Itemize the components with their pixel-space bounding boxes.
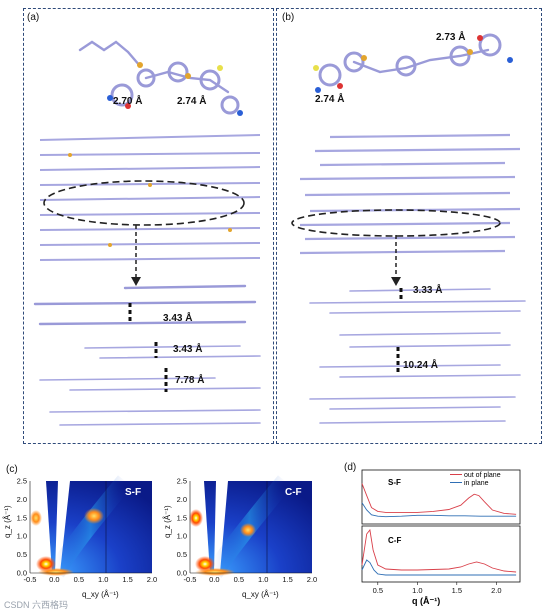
ytick-label: 2.5: [17, 477, 27, 486]
panel-a-crystal-packing: [39, 134, 261, 261]
s-f-xticks: -0.5 0.0 0.5 1.0 1.5 2.0: [24, 575, 158, 584]
panel-b-contact-1: 2.73 Å: [436, 32, 466, 43]
xtick-label: 1.0: [98, 575, 108, 584]
subplot-c-f-frame: [361, 525, 521, 583]
panel-d-xticks: 0.5 1.0 1.5 2.0: [373, 582, 502, 595]
series-line-out-of-plane-s-f: [361, 483, 517, 515]
legend-entry: out of plane: [464, 472, 501, 479]
s-f-yticks: 0.0 0.5 1.0 1.5 2.0 2.5: [17, 477, 27, 578]
panel-a-frame: [23, 8, 274, 444]
panel-b-label: (b): [282, 12, 295, 23]
ytick-label: 1.0: [17, 532, 27, 541]
panel-a-arrow: [131, 225, 141, 286]
ytick-label: 2.5: [177, 477, 187, 486]
gixd-map-c-f: C-F: [189, 475, 312, 578]
panel-b-frame: [276, 8, 542, 444]
s-f-xlabel: q_xy (Å⁻¹): [82, 590, 119, 599]
xtick-label: 0.5: [234, 575, 244, 584]
panel-a-layers: [33, 284, 261, 426]
panel-a-molecule: [78, 40, 243, 116]
panel-a-spacing-2: 3.43 Å: [173, 344, 203, 355]
panel-b-spacing-1: 3.33 Å: [413, 285, 443, 296]
xtick-label: 1.5: [122, 575, 132, 584]
xtick-label: 2.0: [307, 575, 317, 584]
ytick-label: 2.0: [17, 495, 27, 504]
panel-a-contact-1: 2.70 Å: [113, 96, 143, 107]
c-f-ylabel: q_z (Å⁻¹): [163, 505, 172, 538]
gixd-map-s-f-label: S-F: [125, 487, 141, 498]
c-f-xlabel: q_xy (Å⁻¹): [242, 590, 279, 599]
xtick-label: 0.5: [74, 575, 84, 584]
subplot-s-f-title: S-F: [388, 478, 401, 487]
s-f-ylabel: q_z (Å⁻¹): [3, 505, 12, 538]
series-line-in-plane-s-f: [361, 502, 517, 518]
panel-b-layers: [309, 288, 526, 424]
panel-b-contact-2: 2.74 Å: [315, 94, 345, 105]
panel-b-crystal-packing: [291, 133, 521, 255]
series-line-out-of-plane-c-f: [361, 528, 517, 573]
xtick-label: 2.0: [491, 586, 501, 595]
gixd-map-c-f-label: C-F: [285, 487, 302, 498]
panel-c-label: (c): [6, 464, 18, 475]
ytick-label: 0.0: [17, 569, 27, 578]
panel-a-label: (a): [27, 12, 40, 23]
panel-b-molecule: [313, 33, 513, 93]
xtick-label: 1.5: [282, 575, 292, 584]
xtick-label: 0.5: [373, 586, 383, 595]
panel-d-xlabel: q (Å⁻¹): [412, 596, 440, 606]
xtick-label: 0.0: [49, 575, 59, 584]
panel-d-label: (d): [344, 462, 357, 473]
ytick-label: 1.0: [177, 532, 187, 541]
subplot-c-f-title: C-F: [388, 536, 401, 545]
xtick-label: -0.5: [184, 575, 197, 584]
panel-a-spacing-1: 3.43 Å: [163, 313, 193, 324]
watermark: CSDN 六西格玛: [4, 600, 69, 610]
ytick-label: 1.5: [17, 513, 27, 522]
panel-a-contact-2: 2.74 Å: [177, 96, 207, 107]
panel-c-gixd-maps: S-F C-F -0.5 0.0 0.5 1.0 1.5 2.0 0.00.51.01.5…: [3, 475, 318, 599]
ytick-label: 0.5: [177, 550, 187, 559]
legend-entry: in plane: [464, 480, 489, 487]
gixd-map-s-f: S-F: [30, 475, 152, 578]
xtick-label: 1.5: [452, 586, 462, 595]
xtick-label: 0.0: [209, 575, 219, 584]
series-line-in-plane-c-f: [361, 559, 517, 576]
subplot-s-f-frame: [361, 469, 521, 525]
panel-b-spacing-2: 10.24 Å: [403, 360, 439, 371]
xtick-label: 1.0: [412, 586, 422, 595]
c-f-xticks: -0.5 0.0 0.5 1.0 1.5 2.0: [184, 575, 318, 584]
panel-a-spacing-3: 7.78 Å: [175, 375, 205, 386]
panel-b-arrow: [391, 235, 401, 286]
ytick-label: 1.5: [177, 513, 187, 522]
xtick-label: 1.0: [258, 575, 268, 584]
c-f-yticks: 0.0 0.5 1.0 1.5 2.0 2.5: [177, 477, 187, 578]
xtick-label: 2.0: [147, 575, 157, 584]
ytick-label: 2.0: [177, 495, 187, 504]
ytick-label: 0.5: [17, 550, 27, 559]
ytick-label: 0.0: [177, 569, 187, 578]
xtick-label: -0.5: [24, 575, 37, 584]
